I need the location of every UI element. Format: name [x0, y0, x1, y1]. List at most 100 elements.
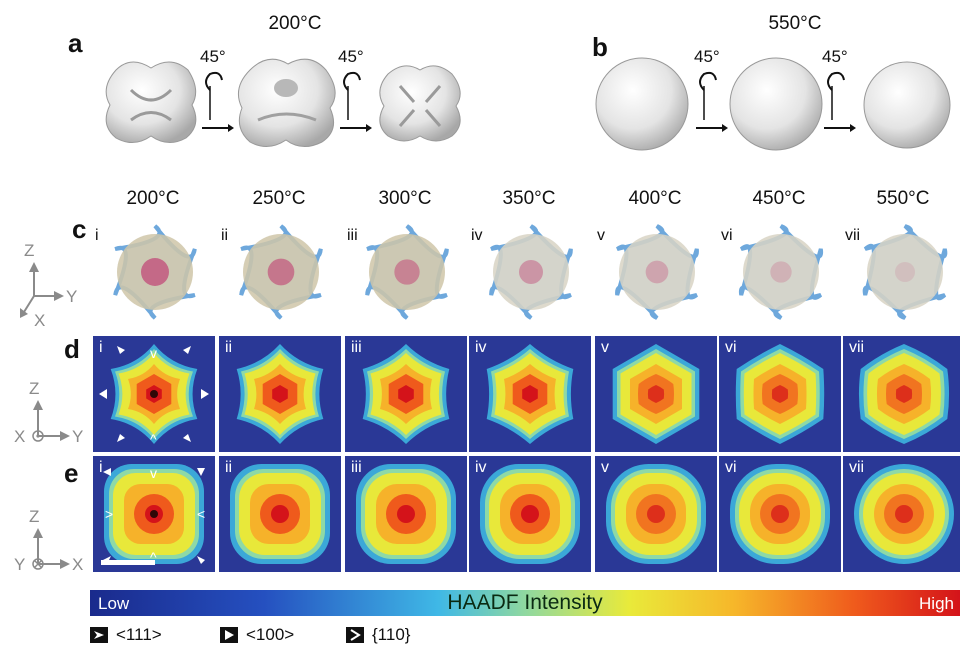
panel-d-numeral: i: [99, 339, 103, 356]
colorbar-low-label: Low: [98, 594, 130, 613]
panel-c-temperature: 400°C: [628, 188, 682, 209]
rotation-arrow-icon: [202, 71, 234, 132]
axis-label-x: X: [34, 311, 46, 330]
panel-c-numeral: v: [597, 227, 605, 244]
haadf-projection-d: i v ^: [93, 336, 215, 452]
panel-c-temperature: 250°C: [252, 188, 306, 209]
legend-label-111: <111>: [116, 625, 162, 644]
panel-label-d: d: [64, 334, 80, 364]
axis-label-z: Z: [29, 379, 40, 398]
nanoparticle-3d-b-view1: [595, 57, 689, 151]
panel-c-numeral: iv: [471, 227, 483, 244]
haadf-projection-e: vi: [719, 456, 841, 572]
haadf-projection-e: vii: [843, 456, 960, 572]
axis-label-z: Z: [29, 507, 40, 526]
isosurface-render: [365, 224, 449, 320]
haadf-projection-d: vi: [719, 336, 841, 452]
haadf-projection-e: ii: [219, 456, 341, 572]
panel-c-temperature: 450°C: [752, 188, 806, 209]
legend-label-100: <100>: [246, 625, 295, 644]
panel-e-numeral: iv: [475, 459, 487, 476]
nanoparticle-3d-a-view1: [105, 61, 197, 143]
nanoparticle-3d-a-view2: [237, 58, 336, 147]
panel-c-temperature: 200°C: [126, 188, 180, 209]
marker-110-right: <: [197, 506, 206, 522]
panel-label-c: c: [72, 214, 87, 244]
haadf-projection-d: ii: [219, 336, 341, 452]
haadf-projection-e: i v ^ > <: [93, 456, 215, 572]
axis-label-y: Y: [14, 555, 26, 574]
rotation-angle-a2: 45°: [338, 47, 364, 66]
nanoparticle-3d-a-view3: [379, 65, 461, 142]
panel-c-numeral: vii: [845, 227, 861, 244]
isosurface-render: [239, 224, 323, 320]
panel-d-numeral: vii: [849, 339, 865, 356]
arrowhead-111-icon: [183, 434, 191, 442]
haadf-colorbar: HAADF Intensity Low High: [90, 590, 960, 616]
rotation-angle-a1: 45°: [200, 47, 226, 66]
axis-triad-d: Z Y X: [8, 378, 88, 448]
haadf-projection-e: iii: [345, 456, 467, 572]
marker-110-bottom: ^: [150, 431, 157, 447]
axis-label-z: Z: [24, 241, 35, 260]
panel-e-numeral: ii: [225, 459, 233, 476]
haadf-projection-e: iv: [469, 456, 591, 572]
triangle-100-icon: [99, 389, 107, 399]
colorbar-high-label: High: [919, 594, 954, 613]
panel-d-numeral: v: [601, 339, 609, 356]
nanoparticle-3d-b-view2: [729, 57, 823, 151]
isosurface-render: [615, 224, 699, 320]
panel-e-numeral: i: [99, 459, 103, 476]
panel-label-b: b: [592, 32, 608, 62]
panel-c-numeral: iii: [347, 227, 358, 244]
orientation-legend: <111> <100> {110}: [90, 624, 530, 646]
haadf-projection-d: iv: [469, 336, 591, 452]
triangle-100-icon: [201, 389, 209, 399]
axis-label-y: Y: [66, 287, 78, 306]
rotation-arrow-icon: [696, 71, 728, 132]
axis-triad-e: Z Y X: [8, 506, 88, 576]
chevron-110-icon: [346, 627, 364, 643]
arrowhead-111-icon: [117, 434, 125, 442]
colorbar-title: HAADF Intensity: [447, 591, 603, 614]
arrowhead-111-icon: [183, 346, 191, 354]
arrowhead-111-icon: [117, 346, 125, 354]
haadf-projection-d: v: [595, 336, 717, 452]
triangle-100-icon: [197, 556, 205, 564]
marker-110-top: v: [150, 345, 157, 361]
haadf-projection-d: vii: [843, 336, 960, 452]
panel-c-numeral: vi: [721, 227, 733, 244]
axis-label-y: Y: [72, 427, 84, 446]
panel-d-numeral: iii: [351, 339, 362, 356]
panel-label-a: a: [68, 28, 83, 58]
rotation-arrow-icon: [340, 71, 372, 132]
isosurface-render: [489, 224, 573, 320]
isosurface-render: [113, 224, 197, 320]
isosurface-render: [862, 224, 948, 320]
axis-label-x: X: [14, 427, 26, 446]
rotation-angle-b1: 45°: [694, 47, 720, 66]
marker-110-top: v: [150, 465, 157, 481]
panel-c-temperature: 350°C: [502, 188, 556, 209]
rotation-angle-b2: 45°: [822, 47, 848, 66]
panel-b-temperature: 550°C: [768, 13, 822, 34]
isosurface-render: [738, 224, 824, 320]
marker-110-left: >: [105, 506, 114, 522]
nanoparticle-3d-b-view3: [863, 61, 951, 149]
arrowhead-111-icon: [90, 627, 108, 643]
panel-c-numeral: ii: [221, 227, 229, 244]
haadf-projection-e: v: [595, 456, 717, 572]
legend-label-110: {110}: [372, 625, 411, 644]
panel-c-temperature: 550°C: [876, 188, 930, 209]
panel-e-numeral: vi: [725, 459, 737, 476]
triangle-100-icon: [103, 468, 111, 476]
marker-110-bottom: ^: [150, 549, 157, 565]
panel-d-numeral: iv: [475, 339, 487, 356]
panel-e-numeral: iii: [351, 459, 362, 476]
panel-d-numeral: ii: [225, 339, 233, 356]
triangle-100-icon: [197, 468, 205, 476]
triangle-100-icon: [220, 627, 238, 643]
panel-e-numeral: v: [601, 459, 609, 476]
scale-bar: [101, 560, 155, 565]
panel-c-numeral: i: [95, 227, 99, 244]
